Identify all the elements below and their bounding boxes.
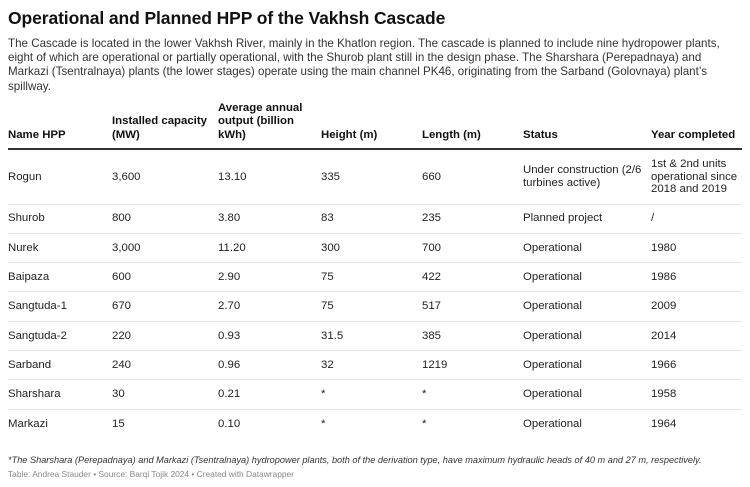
cell-height: 83 [321,204,422,234]
table-row: Baipaza 600 2.90 75 422 Operational 1986 [8,262,742,293]
cell-height: 335 [321,149,422,205]
table-footnote: *The Sharshara (Perepadnaya) and Markazi… [8,455,702,465]
cell-height: 32 [321,350,422,381]
cell-status: Operational [523,233,651,264]
column-header-height[interactable]: Height (m) [321,95,422,150]
cell-name: Sarband [8,350,112,381]
table-row: Markazi 15 0.10 * * Operational 1964 [8,409,742,438]
cell-capacity: 3,600 [112,149,218,205]
cell-height: 75 [321,262,422,293]
cell-year: 1980 [651,233,742,264]
cell-status: Operational [523,350,651,381]
cell-height: 300 [321,233,422,264]
cell-length: 235 [422,204,523,234]
cell-length: 1219 [422,350,523,381]
column-header-name[interactable]: Name HPP [8,95,112,150]
cell-status: Under construction (2/6 turbines active) [523,149,651,205]
cell-name: Rogun [8,149,112,205]
cell-capacity: 3,000 [112,233,218,264]
cell-year: 1964 [651,417,677,430]
cell-status: Operational [523,379,651,410]
cell-output: 0.21 [218,379,321,410]
cell-capacity: 240 [112,350,218,381]
table-description: The Cascade is located in the lower Vakh… [8,37,720,93]
cell-height: * [321,379,422,410]
cell-status: Operational [523,417,582,430]
cell-length: * [422,379,523,410]
cell-capacity: 800 [112,204,218,234]
cell-year: 1958 [651,379,742,410]
cell-status: Planned project [523,204,651,234]
table-row: Sangtuda-2 220 0.93 31.5 385 Operational… [8,321,742,351]
cell-year: 1986 [651,262,742,293]
cell-output: 0.10 [218,417,241,430]
cell-name: Baipaza [8,262,112,293]
cell-name: Nurek [8,233,112,264]
cell-year: / [651,204,742,234]
column-header-year[interactable]: Year completed [651,95,742,150]
cell-name: Markazi [8,417,48,430]
cell-length: 660 [422,149,523,205]
page-title: Operational and Planned HPP of the Vakhs… [8,8,446,28]
cell-name: Sharshara [8,379,112,410]
cell-output: 13.10 [218,149,321,205]
cell-length: 517 [422,291,523,322]
cell-capacity: 30 [112,379,218,410]
cell-height: * [321,417,326,430]
table-header-row: Name HPP Installed capacity (MW) Average… [8,95,742,150]
cell-year: 1st & 2nd units operational since 2018 a… [651,149,742,205]
column-header-length[interactable]: Length (m) [422,95,523,150]
hpp-table: Name HPP Installed capacity (MW) Average… [8,95,742,438]
column-header-capacity[interactable]: Installed capacity (MW) [112,95,218,150]
table-row: Rogun 3,600 13.10 335 660 Under construc… [8,149,742,205]
cell-length: * [422,417,427,430]
cell-height: 75 [321,291,422,322]
source-credit: Table: Andrea Stauder • Source: Barqi To… [8,469,294,479]
cell-status: Operational [523,291,651,322]
cell-year: 2014 [651,321,742,351]
cell-output: 2.70 [218,291,321,322]
cell-status: Operational [523,321,651,351]
cell-year: 1966 [651,350,742,381]
cell-height: 31.5 [321,321,422,351]
cell-capacity: 15 [112,417,125,430]
column-header-status[interactable]: Status [523,95,651,150]
cell-length: 385 [422,321,523,351]
cell-status: Operational [523,262,651,293]
table-row: Sharshara 30 0.21 * * Operational 1958 [8,379,742,410]
cell-length: 700 [422,233,523,264]
cell-output: 11.20 [218,233,321,264]
cell-output: 0.93 [218,321,321,351]
cell-output: 0.96 [218,350,321,381]
cell-capacity: 670 [112,291,218,322]
table-row: Sarband 240 0.96 32 1219 Operational 196… [8,350,742,381]
column-header-output[interactable]: Average annual output (billion kWh) [218,95,321,150]
cell-capacity: 220 [112,321,218,351]
cell-output: 2.90 [218,262,321,293]
cell-capacity: 600 [112,262,218,293]
cell-output: 3.80 [218,204,321,234]
cell-name: Shurob [8,204,112,234]
table-row: Sangtuda-1 670 2.70 75 517 Operational 2… [8,291,742,322]
table-row: Nurek 3,000 11.20 300 700 Operational 19… [8,233,742,264]
cell-name: Sangtuda-2 [8,321,112,351]
table-row: Shurob 800 3.80 83 235 Planned project / [8,204,742,234]
cell-year: 2009 [651,291,742,322]
cell-name: Sangtuda-1 [8,291,112,322]
cell-length: 422 [422,262,523,293]
